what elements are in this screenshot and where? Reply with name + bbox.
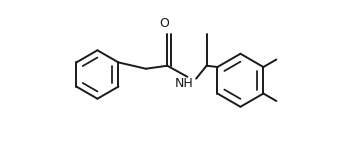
Text: NH: NH <box>174 77 193 90</box>
Text: O: O <box>160 17 170 30</box>
